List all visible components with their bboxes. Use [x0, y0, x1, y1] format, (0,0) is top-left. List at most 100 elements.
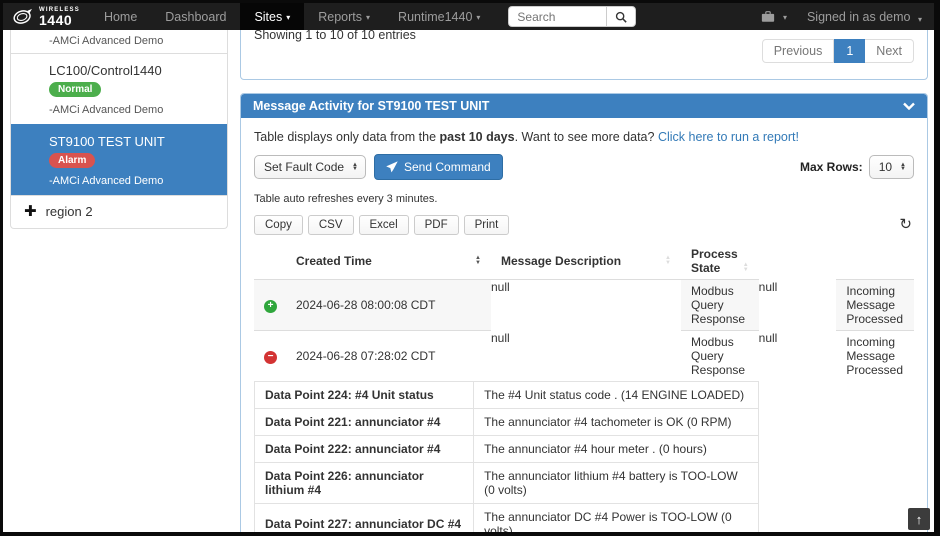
sort-desc-icon: ▲▼: [475, 256, 481, 265]
column-header-process-state[interactable]: Process State▲▼: [681, 243, 759, 280]
message-row[interactable]: −2024-06-28 07:28:02 CDTnullModbus Query…: [254, 331, 914, 382]
sidebar-item-lc100[interactable]: LC100/Control1440 Normal -AMCi Advanced …: [11, 53, 227, 124]
nav-item-dashboard[interactable]: Dashboard: [151, 3, 240, 30]
fault-code-select[interactable]: Set Fault Code ▲▼: [254, 155, 366, 179]
scroll-to-top-button[interactable]: ↑: [908, 508, 930, 530]
nav-item-sites[interactable]: Sites▾: [240, 3, 304, 30]
data-point-label: Data Point 224: #4 Unit status: [255, 382, 474, 409]
chevron-down-icon: ▾: [783, 13, 787, 22]
message-description-cell: Modbus Query Response: [681, 280, 759, 331]
site-subtitle-partial: -AMCi Advanced Demo: [11, 30, 227, 53]
expand-row-icon[interactable]: +: [264, 300, 277, 313]
nav-item-runtime1440[interactable]: Runtime1440▾: [384, 3, 494, 30]
arrow-up-icon: ↑: [916, 512, 923, 527]
run-report-link[interactable]: Click here to run a report!: [658, 130, 799, 144]
paper-plane-icon: [386, 161, 398, 173]
chevron-down-icon: ▾: [286, 13, 290, 22]
entries-panel: Showing 1 to 10 of 10 entries Previous 1…: [240, 22, 928, 80]
data-point-value: The annunciator #4 hour meter . (0 hours…: [474, 436, 759, 463]
panel-body: Table displays only data from the past 1…: [241, 118, 927, 536]
collapse-row-icon[interactable]: −: [264, 351, 277, 364]
pagination-page-1[interactable]: 1: [834, 39, 865, 63]
data-point-value: The annunciator lithium #4 battery is TO…: [474, 463, 759, 504]
sites-sidebar: -AMCi Advanced Demo LC100/Control1440 No…: [10, 30, 228, 229]
data-point-label: Data Point 227: annunciator DC #4: [255, 504, 474, 536]
sidebar-item-st9100[interactable]: ST9100 TEST UNIT Alarm -AMCi Advanced De…: [11, 124, 227, 195]
nav-item-reports[interactable]: Reports▾: [304, 3, 384, 30]
export-toolbar: Copy CSV Excel PDF Print ↻: [254, 215, 914, 235]
brand-logo[interactable]: WIRELESS 1440: [3, 3, 90, 30]
data-point-row: Data Point 227: annunciator DC #4The ann…: [255, 504, 759, 536]
nav-menu: Home Dashboard Sites▾ Reports▾ Runtime14…: [90, 3, 494, 30]
message-description-cell: Modbus Query Response: [681, 331, 759, 382]
excel-button[interactable]: Excel: [359, 215, 409, 235]
data-point-value: The annunciator #4 tachometer is OK (0 R…: [474, 409, 759, 436]
chevron-down-icon: ▾: [918, 15, 922, 24]
message-table: Created Time▲▼ Message Description▲▼ Pro…: [254, 243, 914, 536]
briefcase-icon: [761, 10, 775, 23]
pagination: Previous 1 Next: [762, 39, 914, 63]
created-time-cell: 2024-06-28 08:00:08 CDT: [286, 280, 491, 331]
data-point-row: Data Point 224: #4 Unit statusThe #4 Uni…: [255, 382, 759, 409]
sidebar-item-region2[interactable]: ✚ region 2: [11, 195, 227, 228]
showing-entries-text: Showing 1 to 10 of 10 entries: [254, 28, 416, 42]
expanded-detail-row: Data Point 224: #4 Unit statusThe #4 Uni…: [254, 381, 914, 536]
refresh-icon[interactable]: ↻: [899, 215, 912, 233]
data-range-note: Table displays only data from the past 1…: [254, 130, 914, 144]
data-point-label: Data Point 226: annunciator lithium #4: [255, 463, 474, 504]
chevron-down-icon: ▾: [476, 13, 480, 22]
status-badge-alarm: Alarm: [49, 153, 95, 168]
csv-button[interactable]: CSV: [308, 215, 354, 235]
column-header-message-description[interactable]: Message Description▲▼: [491, 243, 681, 280]
brand-text: WIRELESS 1440: [39, 7, 80, 27]
data-point-row: Data Point 221: annunciator #4The annunc…: [255, 409, 759, 436]
process-state-cell: Incoming Message Processed: [836, 280, 914, 331]
created-time-cell: 2024-06-28 07:28:02 CDT: [286, 331, 491, 382]
select-stepper-icon: ▲▼: [352, 163, 358, 171]
sort-icon: ▲▼: [743, 263, 749, 272]
auto-refresh-note: Table auto refreshes every 3 minutes.: [254, 193, 914, 205]
organization-menu[interactable]: ▾: [761, 10, 787, 23]
data-point-value: The #4 Unit status code . (14 ENGINE LOA…: [474, 382, 759, 409]
navbar-right: ▾ Signed in as demo ▾: [761, 3, 934, 30]
data-point-row: Data Point 226: annunciator lithium #4Th…: [255, 463, 759, 504]
expand-column-header: [254, 243, 286, 280]
data-point-label: Data Point 221: annunciator #4: [255, 409, 474, 436]
nav-item-home[interactable]: Home: [90, 3, 151, 30]
panel-title: Message Activity for ST9100 TEST UNIT: [253, 99, 489, 113]
wireless1440-logo-icon: [12, 8, 34, 26]
search-icon: [615, 11, 627, 23]
message-activity-panel: Message Activity for ST9100 TEST UNIT Ta…: [240, 93, 928, 536]
signed-in-menu[interactable]: Signed in as demo ▾: [807, 10, 922, 24]
print-button[interactable]: Print: [464, 215, 510, 235]
sort-icon: ▲▼: [665, 256, 671, 265]
max-rows-group: Max Rows: 10 ▲▼: [800, 155, 914, 179]
search-button[interactable]: [606, 6, 636, 27]
message-row[interactable]: +2024-06-28 08:00:08 CDTnullModbus Query…: [254, 280, 914, 331]
max-rows-select[interactable]: 10 ▲▼: [869, 155, 914, 179]
table-header-row: Created Time▲▼ Message Description▲▼ Pro…: [254, 243, 914, 280]
chevron-down-icon: ▾: [366, 13, 370, 22]
plus-icon: ✚: [24, 204, 37, 219]
search-input[interactable]: [508, 6, 606, 27]
max-rows-label: Max Rows:: [800, 160, 863, 174]
top-navbar: WIRELESS 1440 Home Dashboard Sites▾ Repo…: [3, 3, 934, 30]
search-group: [508, 3, 636, 30]
data-points-table: Data Point 224: #4 Unit statusThe #4 Uni…: [254, 381, 759, 536]
data-point-value: The annunciator DC #4 Power is TOO-LOW (…: [474, 504, 759, 536]
process-state-cell: Incoming Message Processed: [836, 331, 914, 382]
pagination-previous[interactable]: Previous: [762, 39, 835, 63]
pagination-next[interactable]: Next: [865, 39, 914, 63]
copy-button[interactable]: Copy: [254, 215, 303, 235]
column-header-created-time[interactable]: Created Time▲▼: [286, 243, 491, 280]
pdf-button[interactable]: PDF: [414, 215, 459, 235]
select-stepper-icon: ▲▼: [900, 163, 906, 171]
collapse-panel-button[interactable]: [903, 102, 915, 110]
data-point-label: Data Point 222: annunciator #4: [255, 436, 474, 463]
controls-row: Set Fault Code ▲▼ Send Command Max Rows:…: [254, 154, 914, 180]
chevron-down-icon: [903, 102, 915, 110]
panel-header: Message Activity for ST9100 TEST UNIT: [241, 94, 927, 118]
status-badge-normal: Normal: [49, 82, 101, 97]
send-command-button[interactable]: Send Command: [374, 154, 503, 180]
data-point-row: Data Point 222: annunciator #4The annunc…: [255, 436, 759, 463]
